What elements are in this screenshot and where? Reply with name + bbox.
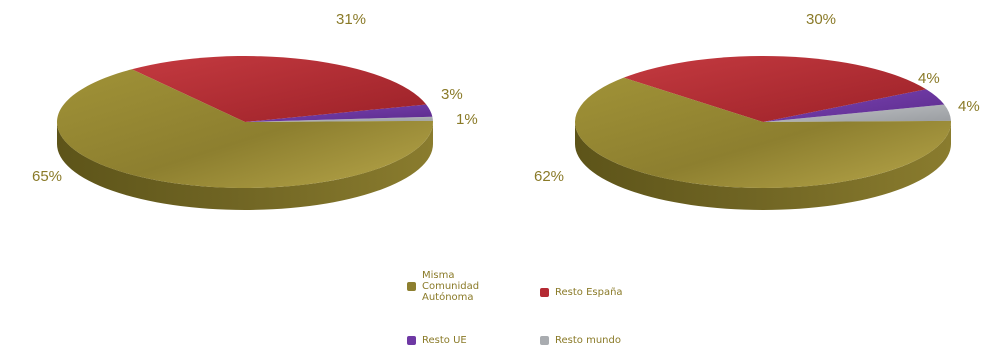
- pie-side-0: [57, 122, 433, 210]
- pie-label-resto-mundo: 4%: [958, 98, 980, 115]
- pie-chart-left: 65% 31% 3% 1%: [32, 11, 478, 210]
- pie-chart-right: 62% 30% 4% 4%: [534, 11, 980, 210]
- pie-label-resto-mundo: 1%: [456, 111, 478, 128]
- pie-label-resto-espana: 31%: [336, 11, 366, 28]
- pie-slice-resto-espana: [131, 55, 427, 123]
- pie-slice-misma: [56, 69, 433, 189]
- pie-slice-resto-mundo: [245, 116, 433, 122]
- pie-slice-misma: [574, 77, 951, 189]
- pie-label-resto-ue: 4%: [918, 70, 940, 87]
- pie-label-resto-ue: 3%: [441, 86, 463, 103]
- pie-slice-resto-ue: [245, 104, 433, 122]
- pie-slice-resto-espana: [623, 56, 927, 122]
- pie-label-misma: 62%: [534, 168, 564, 185]
- pie-side-1: [575, 122, 951, 210]
- pie-slice-resto-ue: [763, 89, 945, 122]
- pie-label-misma: 65%: [32, 168, 62, 185]
- pie-slice-resto-mundo: [763, 104, 951, 122]
- pie-label-resto-espana: 30%: [806, 11, 836, 28]
